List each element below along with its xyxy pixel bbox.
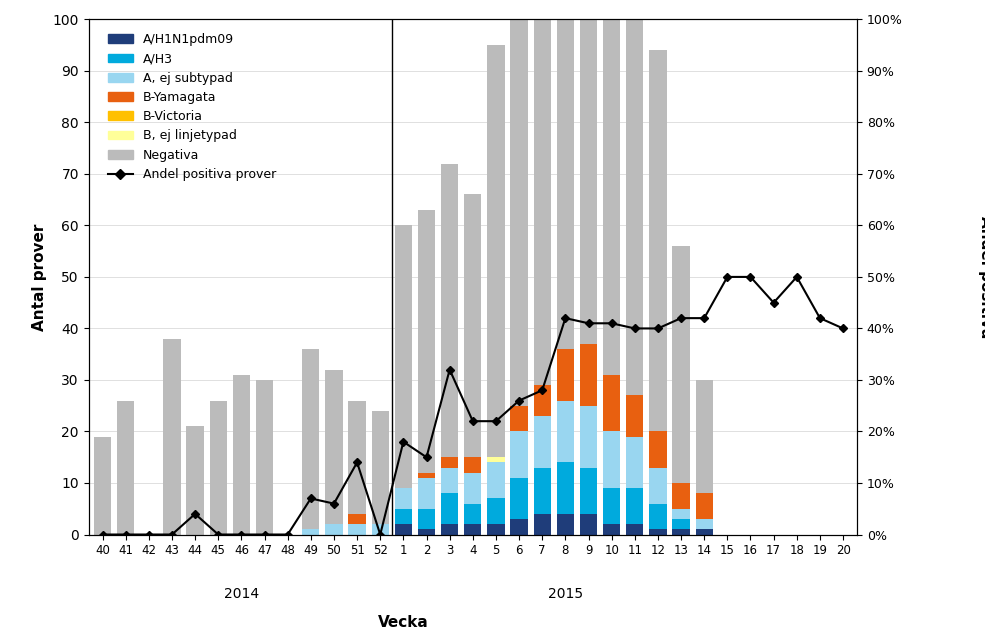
Bar bbox=[649, 529, 667, 535]
Bar bbox=[349, 524, 365, 535]
Bar bbox=[603, 0, 621, 375]
Bar bbox=[488, 524, 504, 535]
Bar bbox=[557, 0, 574, 349]
Bar bbox=[464, 524, 482, 535]
Bar bbox=[418, 473, 435, 478]
Y-axis label: Andel positiva: Andel positiva bbox=[978, 216, 985, 338]
Bar bbox=[695, 380, 713, 493]
Bar bbox=[534, 468, 551, 514]
Bar bbox=[418, 529, 435, 535]
Bar bbox=[441, 493, 458, 524]
Bar bbox=[395, 524, 412, 535]
Bar bbox=[534, 416, 551, 468]
Bar bbox=[557, 401, 574, 462]
Bar bbox=[349, 401, 365, 514]
Bar bbox=[673, 483, 689, 509]
Bar bbox=[488, 45, 504, 457]
Text: 2014: 2014 bbox=[224, 587, 259, 601]
Bar bbox=[603, 431, 621, 488]
Bar bbox=[510, 406, 528, 431]
Bar bbox=[464, 473, 482, 504]
Bar bbox=[94, 437, 111, 535]
Bar bbox=[626, 524, 643, 535]
Y-axis label: Antal prover: Antal prover bbox=[32, 223, 47, 330]
Bar bbox=[232, 375, 250, 535]
Bar bbox=[534, 0, 551, 385]
Text: 2015: 2015 bbox=[548, 587, 583, 601]
Bar bbox=[418, 478, 435, 509]
Bar bbox=[626, 488, 643, 524]
Bar bbox=[580, 344, 597, 406]
Bar bbox=[488, 462, 504, 498]
Bar bbox=[371, 411, 389, 524]
Bar bbox=[673, 529, 689, 535]
Bar bbox=[210, 401, 227, 535]
Bar bbox=[325, 370, 343, 524]
Bar bbox=[510, 0, 528, 406]
Bar bbox=[580, 514, 597, 535]
Text: Vecka: Vecka bbox=[378, 615, 428, 630]
Bar bbox=[441, 164, 458, 457]
Bar bbox=[649, 468, 667, 504]
Bar bbox=[603, 375, 621, 431]
Bar bbox=[580, 406, 597, 468]
Bar bbox=[673, 519, 689, 529]
Bar bbox=[534, 385, 551, 416]
Bar bbox=[117, 401, 134, 535]
Bar bbox=[464, 457, 482, 473]
Bar bbox=[649, 50, 667, 431]
Bar bbox=[302, 349, 319, 529]
Bar bbox=[464, 194, 482, 457]
Bar bbox=[557, 462, 574, 514]
Bar bbox=[673, 509, 689, 519]
Bar bbox=[441, 457, 458, 468]
Bar bbox=[302, 529, 319, 535]
Bar bbox=[488, 457, 504, 462]
Bar bbox=[441, 524, 458, 535]
Bar bbox=[557, 514, 574, 535]
Bar bbox=[580, 0, 597, 344]
Bar bbox=[626, 395, 643, 437]
Bar bbox=[488, 498, 504, 524]
Bar bbox=[395, 509, 412, 524]
Bar bbox=[580, 468, 597, 514]
Bar bbox=[441, 468, 458, 493]
Bar bbox=[603, 524, 621, 535]
Bar bbox=[395, 225, 412, 488]
Bar bbox=[186, 426, 204, 535]
Bar bbox=[626, 437, 643, 488]
Bar bbox=[371, 524, 389, 535]
Bar bbox=[695, 519, 713, 529]
Bar bbox=[673, 246, 689, 483]
Bar bbox=[256, 380, 273, 535]
Bar bbox=[510, 519, 528, 535]
Legend: A/H1N1pdm09, A/H3, A, ej subtypad, B-Yamagata, B-Victoria, B, ej linjetypad, Neg: A/H1N1pdm09, A/H3, A, ej subtypad, B-Yam… bbox=[102, 28, 281, 186]
Bar bbox=[510, 431, 528, 478]
Bar bbox=[418, 509, 435, 529]
Bar bbox=[349, 514, 365, 524]
Bar bbox=[626, 14, 643, 395]
Bar bbox=[649, 504, 667, 529]
Bar bbox=[649, 431, 667, 468]
Bar bbox=[164, 339, 180, 535]
Bar bbox=[510, 478, 528, 519]
Bar bbox=[557, 349, 574, 401]
Bar bbox=[695, 493, 713, 519]
Bar bbox=[464, 504, 482, 524]
Bar bbox=[325, 524, 343, 535]
Bar bbox=[603, 488, 621, 524]
Bar bbox=[534, 514, 551, 535]
Bar bbox=[395, 488, 412, 509]
Bar bbox=[695, 529, 713, 535]
Bar bbox=[418, 210, 435, 473]
